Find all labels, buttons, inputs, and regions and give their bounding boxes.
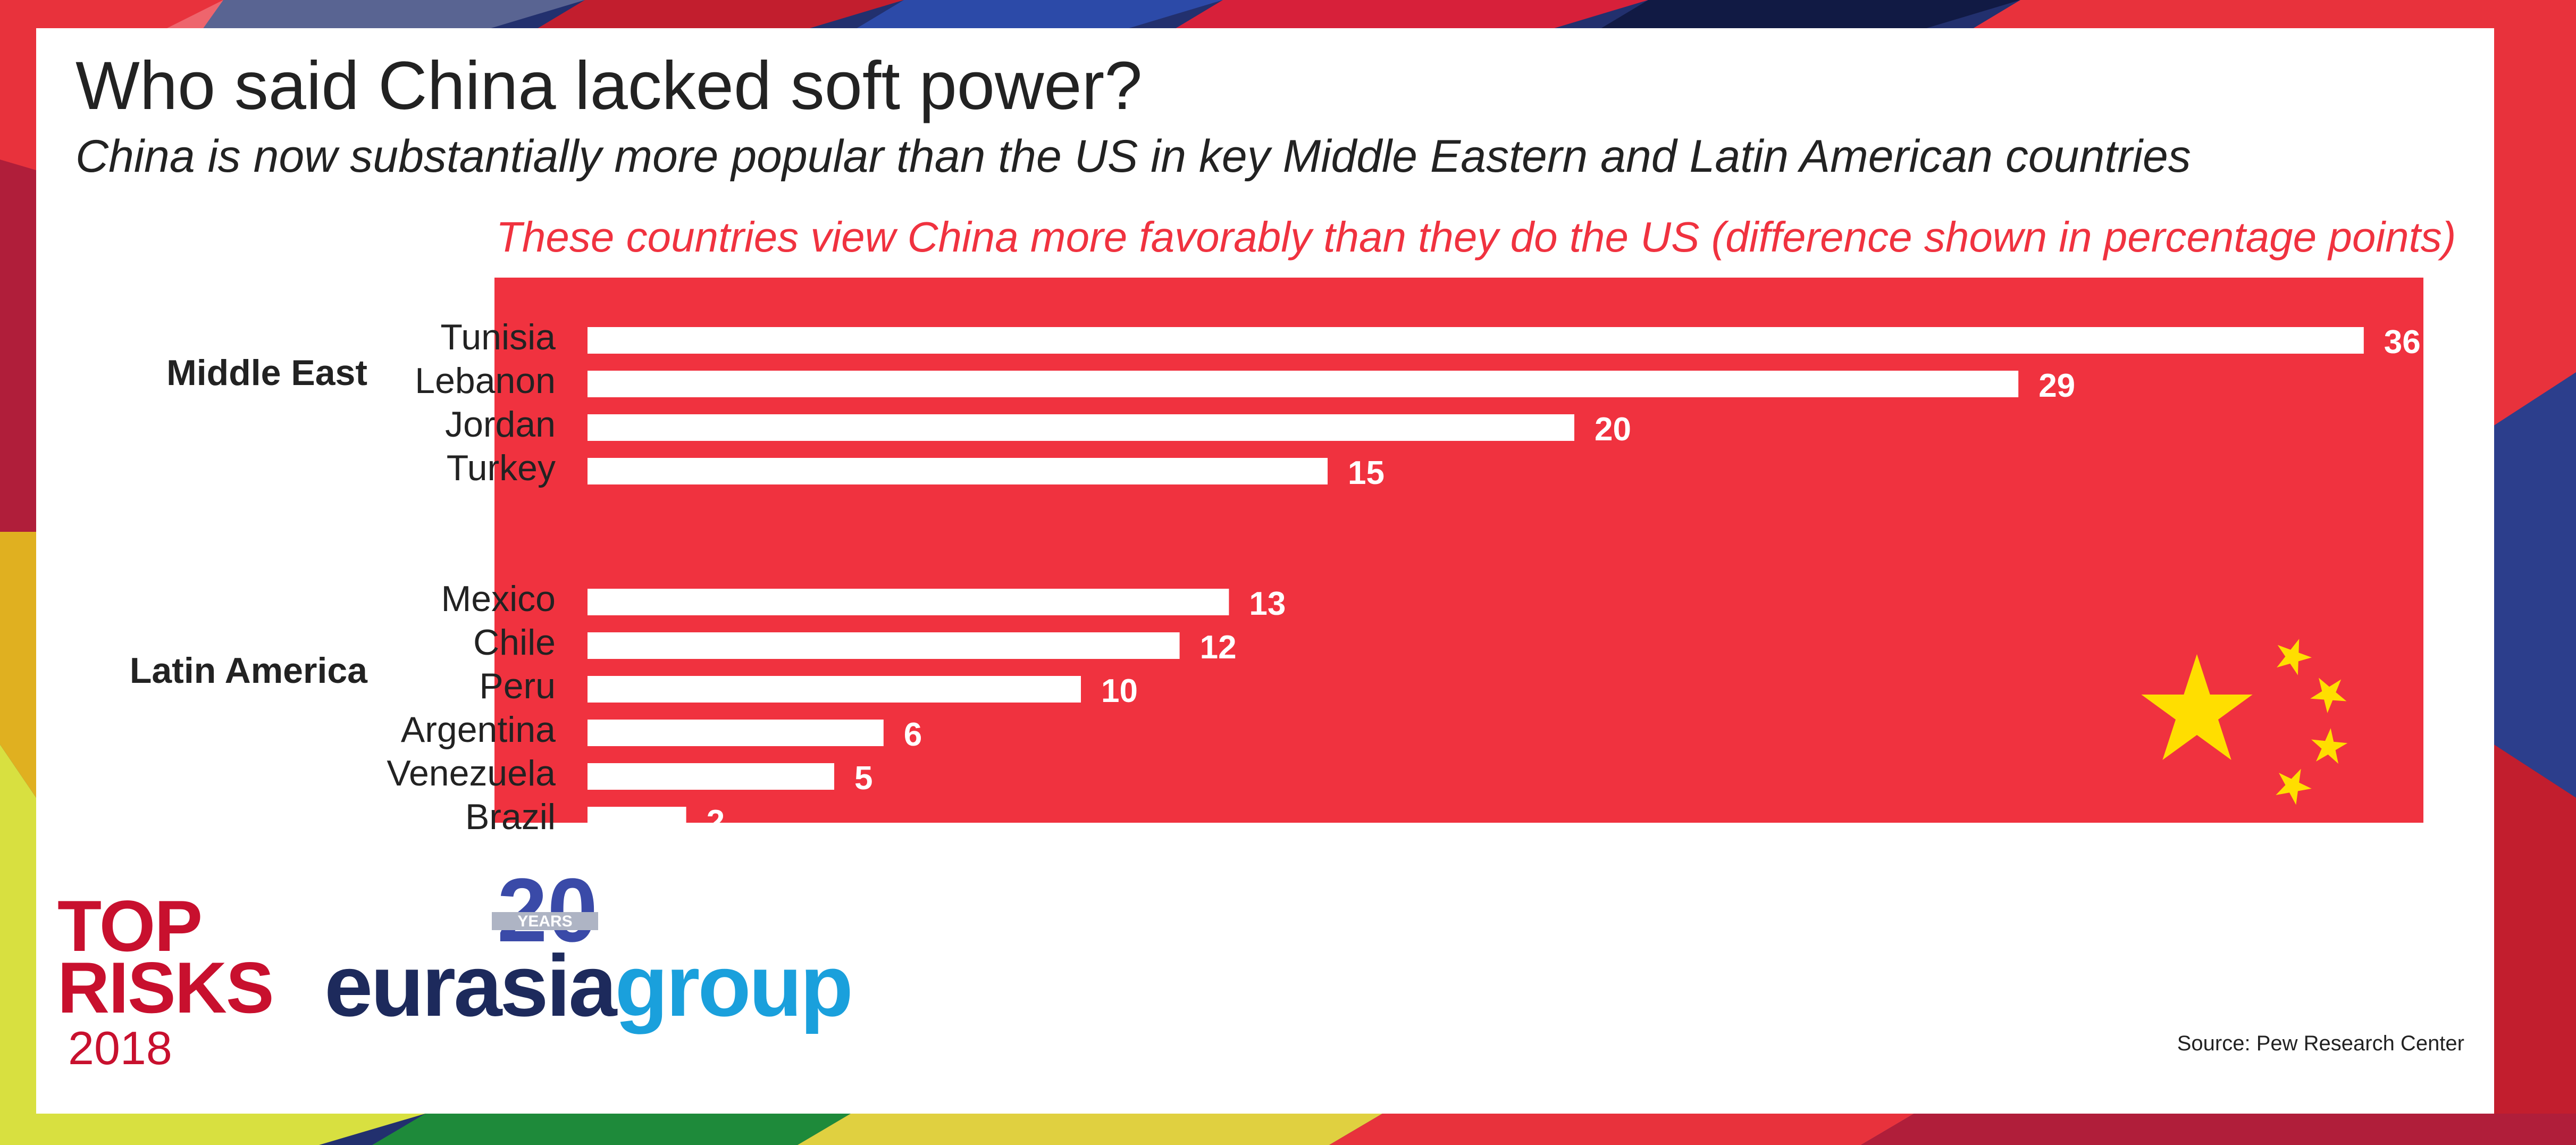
category-label-peru: Peru <box>479 666 556 706</box>
bar-jordan <box>588 414 1574 441</box>
value-label-brazil: 2 <box>707 804 725 840</box>
badge-text: YEARS <box>517 913 572 930</box>
bar-tunisia <box>588 327 2364 354</box>
brand-name-part2: group <box>615 937 853 1034</box>
badge-number: 20 <box>497 862 598 961</box>
bar-brazil <box>588 807 686 833</box>
chart-note: These countries view China more favorabl… <box>496 213 2456 261</box>
flag-small-star <box>2277 639 2312 675</box>
china-flag-stars <box>2141 639 2348 805</box>
category-label-argentina: Argentina <box>400 709 556 750</box>
chart-subtitle: China is now substantially more popular … <box>75 131 2191 182</box>
category-label-tunisia: Tunisia <box>440 317 556 357</box>
source-note: Source: Pew Research Center <box>2177 1032 2464 1055</box>
top-risks-logo: TOP RISKS <box>57 885 274 1028</box>
value-label-peru: 10 <box>1101 673 1138 709</box>
logo-risks-text: RISKS <box>57 947 274 1028</box>
category-label-chile: Chile <box>473 622 556 663</box>
flag-small-star <box>2311 728 2348 764</box>
flag-small-star <box>2310 678 2347 713</box>
chart-title: Who said China lacked soft power? <box>75 48 1143 124</box>
category-label-venezuela: Venezuela <box>387 753 556 793</box>
category-label-brazil: Brazil <box>465 797 556 837</box>
category-label-mexico: Mexico <box>441 579 556 619</box>
group-label-middle-east: Middle East <box>166 353 367 393</box>
value-label-lebanon: 29 <box>2038 367 2075 404</box>
brand-name-part1: eurasia <box>324 937 617 1034</box>
group-label-latin-america: Latin America <box>129 650 367 691</box>
value-label-mexico: 13 <box>1249 586 1286 622</box>
category-label-turkey: Turkey <box>446 448 556 488</box>
value-label-chile: 12 <box>1200 629 1237 666</box>
value-label-jordan: 20 <box>1595 411 1631 448</box>
logo-top-text: TOP <box>57 885 203 966</box>
bar-chile <box>588 632 1180 659</box>
category-label-lebanon: Lebanon <box>415 361 556 401</box>
bar-turkey <box>588 458 1328 484</box>
category-label-jordan: Jordan <box>445 404 556 445</box>
value-label-argentina: 6 <box>904 716 922 753</box>
bar-lebanon <box>588 371 2019 397</box>
logo-year: 2018 <box>68 1022 172 1074</box>
value-label-venezuela: 5 <box>854 760 872 797</box>
bar-venezuela <box>588 763 834 790</box>
twenty-years-badge: 20 YEARS <box>492 862 598 961</box>
bar-mexico <box>588 589 1229 615</box>
bar-peru <box>588 676 1081 703</box>
value-label-turkey: 15 <box>1348 455 1385 491</box>
eurasia-group-logo: eurasiagroup <box>324 936 853 1036</box>
bar-argentina <box>588 720 884 746</box>
value-label-tunisia: 36 <box>2384 324 2421 361</box>
flag-small-star <box>2276 768 2312 805</box>
flag-large-star <box>2141 654 2253 760</box>
